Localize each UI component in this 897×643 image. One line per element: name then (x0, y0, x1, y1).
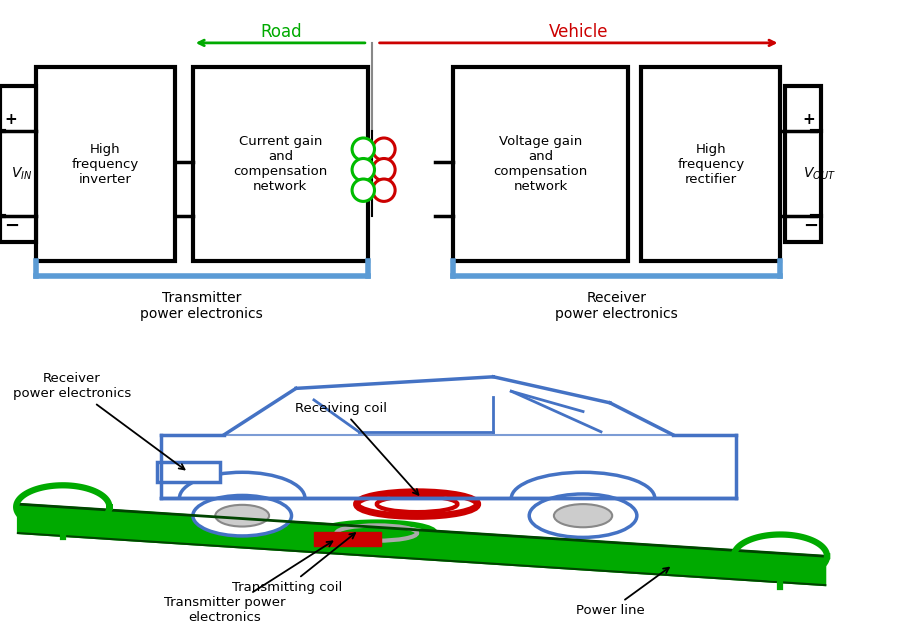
Ellipse shape (352, 179, 375, 201)
Text: Receiver
power electronics: Receiver power electronics (555, 291, 678, 321)
Ellipse shape (373, 138, 395, 160)
Ellipse shape (377, 496, 457, 512)
Text: Transmitter power
electronics: Transmitter power electronics (163, 541, 332, 624)
FancyBboxPatch shape (641, 67, 780, 261)
FancyBboxPatch shape (314, 532, 381, 546)
Text: Transmitter
power electronics: Transmitter power electronics (141, 291, 263, 321)
Text: $V_{OUT}$: $V_{OUT}$ (803, 165, 836, 181)
Ellipse shape (352, 158, 375, 181)
FancyBboxPatch shape (157, 462, 220, 482)
Text: Receiving coil: Receiving coil (295, 401, 418, 494)
FancyBboxPatch shape (0, 86, 36, 242)
Ellipse shape (193, 495, 292, 536)
Ellipse shape (553, 504, 612, 527)
Text: High
frequency
rectifier: High frequency rectifier (677, 143, 745, 186)
Text: Transmitting coil: Transmitting coil (232, 533, 355, 594)
Ellipse shape (352, 138, 375, 160)
Text: Road: Road (260, 23, 301, 41)
Text: Receiver
power electronics: Receiver power electronics (13, 372, 185, 469)
Text: +: + (803, 112, 815, 127)
Text: −: − (803, 217, 818, 235)
Text: Current gain
and
compensation
network: Current gain and compensation network (233, 135, 327, 193)
Polygon shape (18, 504, 825, 585)
Text: Vehicle: Vehicle (549, 23, 608, 41)
FancyBboxPatch shape (453, 67, 628, 261)
Text: Power line: Power line (576, 568, 669, 617)
Ellipse shape (373, 158, 395, 181)
Ellipse shape (215, 505, 269, 527)
FancyBboxPatch shape (785, 86, 821, 242)
FancyBboxPatch shape (36, 67, 175, 261)
Text: $V_{IN}$: $V_{IN}$ (11, 165, 32, 181)
FancyBboxPatch shape (193, 67, 368, 261)
Text: Voltage gain
and
compensation
network: Voltage gain and compensation network (493, 135, 588, 193)
Ellipse shape (373, 179, 395, 201)
Text: −: − (4, 217, 20, 235)
Ellipse shape (529, 494, 637, 538)
Text: High
frequency
inverter: High frequency inverter (72, 143, 139, 186)
Text: +: + (4, 112, 17, 127)
